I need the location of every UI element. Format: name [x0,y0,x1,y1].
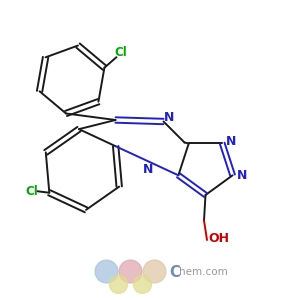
Text: C: C [169,265,180,280]
Text: hem.com: hem.com [179,267,228,278]
Circle shape [134,275,152,293]
Circle shape [110,275,128,293]
Text: N: N [236,169,247,182]
Text: OH: OH [208,232,230,245]
Circle shape [95,260,118,283]
Text: N: N [164,111,174,124]
Text: Cl: Cl [25,185,38,198]
Circle shape [143,260,166,283]
Text: Cl: Cl [115,46,127,59]
Text: N: N [143,163,154,176]
Text: N: N [226,135,236,148]
Circle shape [119,260,142,283]
